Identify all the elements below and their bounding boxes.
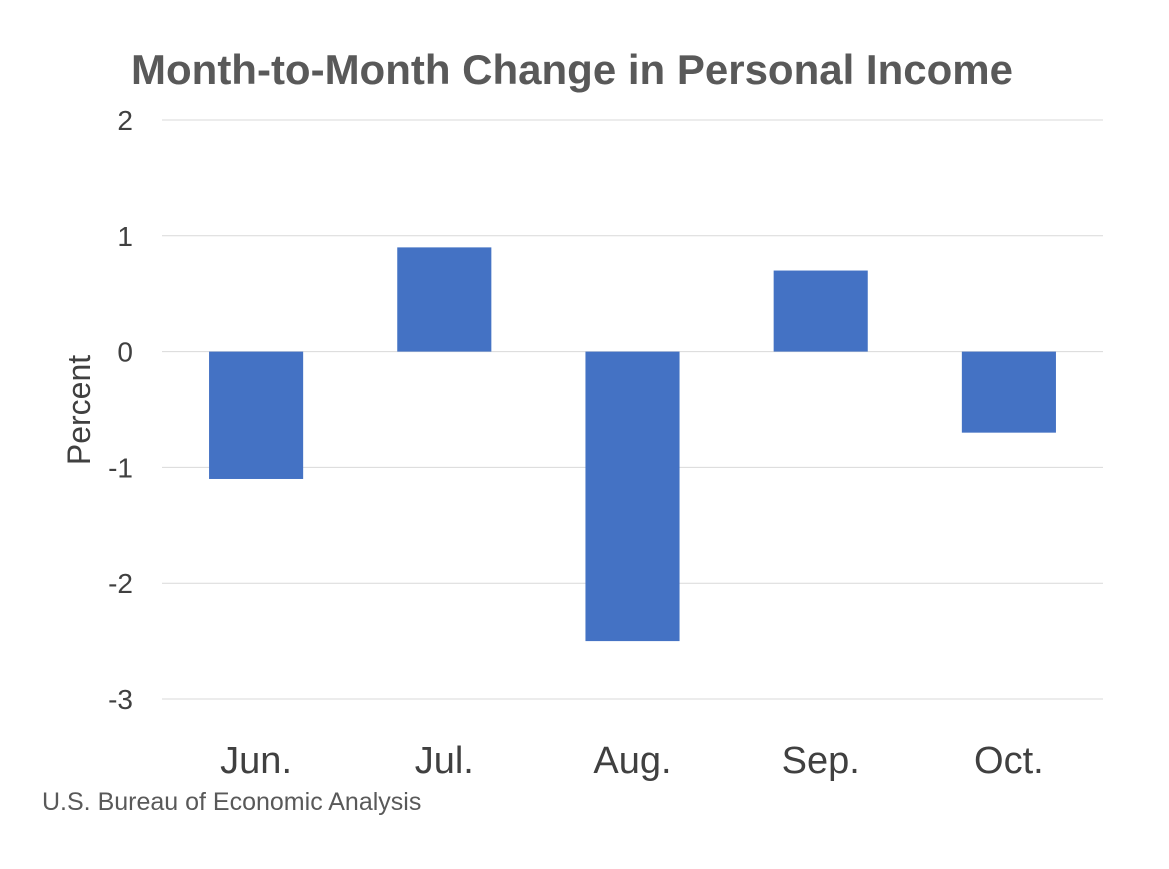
bar-jun	[209, 351, 304, 479]
y-axis-label: Percent	[61, 355, 97, 465]
y-tick-label: 2	[117, 105, 133, 136]
y-tick-label: -2	[108, 568, 133, 599]
x-axis-ticks: Jun. Jul. Aug. Sep. Oct.	[220, 740, 1044, 782]
bar-jul	[397, 247, 492, 352]
x-tick-label: Jun.	[220, 740, 292, 782]
source-note: U.S. Bureau of Economic Analysis	[42, 788, 421, 816]
y-tick-label: 0	[117, 337, 133, 368]
bars	[209, 247, 1056, 642]
y-tick-label: -1	[108, 452, 133, 483]
y-axis-ticks: 2 1 0 -1 -2 -3	[108, 105, 133, 715]
bar-aug	[585, 351, 680, 642]
x-tick-label: Sep.	[782, 740, 860, 782]
x-tick-label: Oct.	[974, 740, 1044, 782]
x-tick-label: Aug.	[593, 740, 671, 782]
chart-title: Month-to-Month Change in Personal Income	[131, 46, 1013, 93]
x-tick-label: Jul.	[415, 740, 474, 782]
bar-oct	[961, 351, 1056, 433]
bar-sep	[773, 270, 868, 352]
y-tick-label: -3	[108, 684, 133, 715]
y-tick-label: 1	[117, 221, 133, 252]
